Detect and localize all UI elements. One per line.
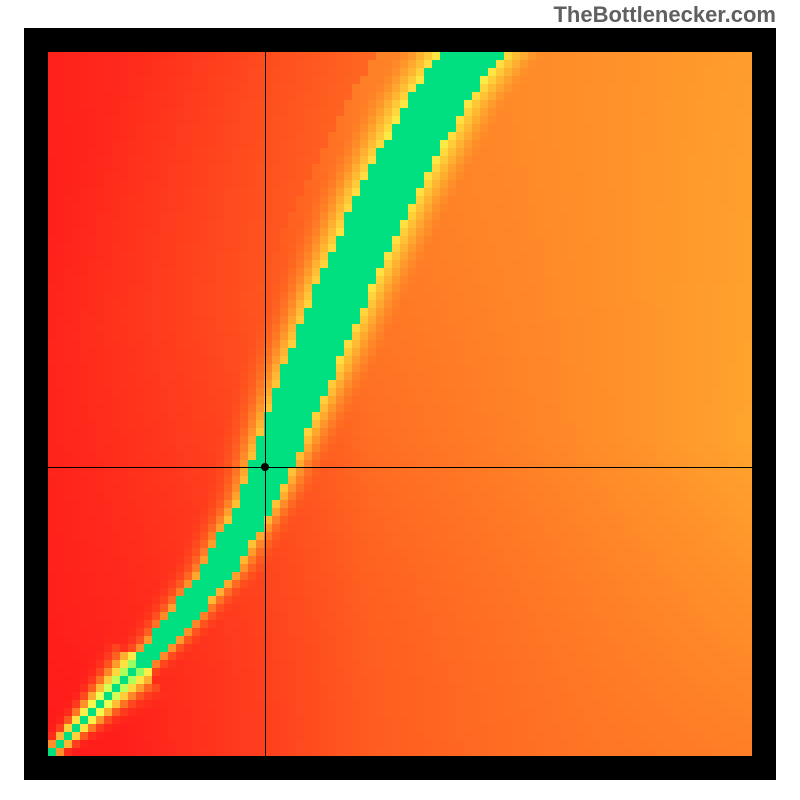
heatmap-canvas [48,52,752,756]
plot-area [48,52,752,756]
crosshair-horizontal [48,467,752,468]
crosshair-marker [261,463,269,471]
watermark-text: TheBottlenecker.com [553,2,776,28]
chart-border [24,28,776,780]
figure-container: TheBottlenecker.com [0,0,800,800]
crosshair-vertical [265,52,266,756]
